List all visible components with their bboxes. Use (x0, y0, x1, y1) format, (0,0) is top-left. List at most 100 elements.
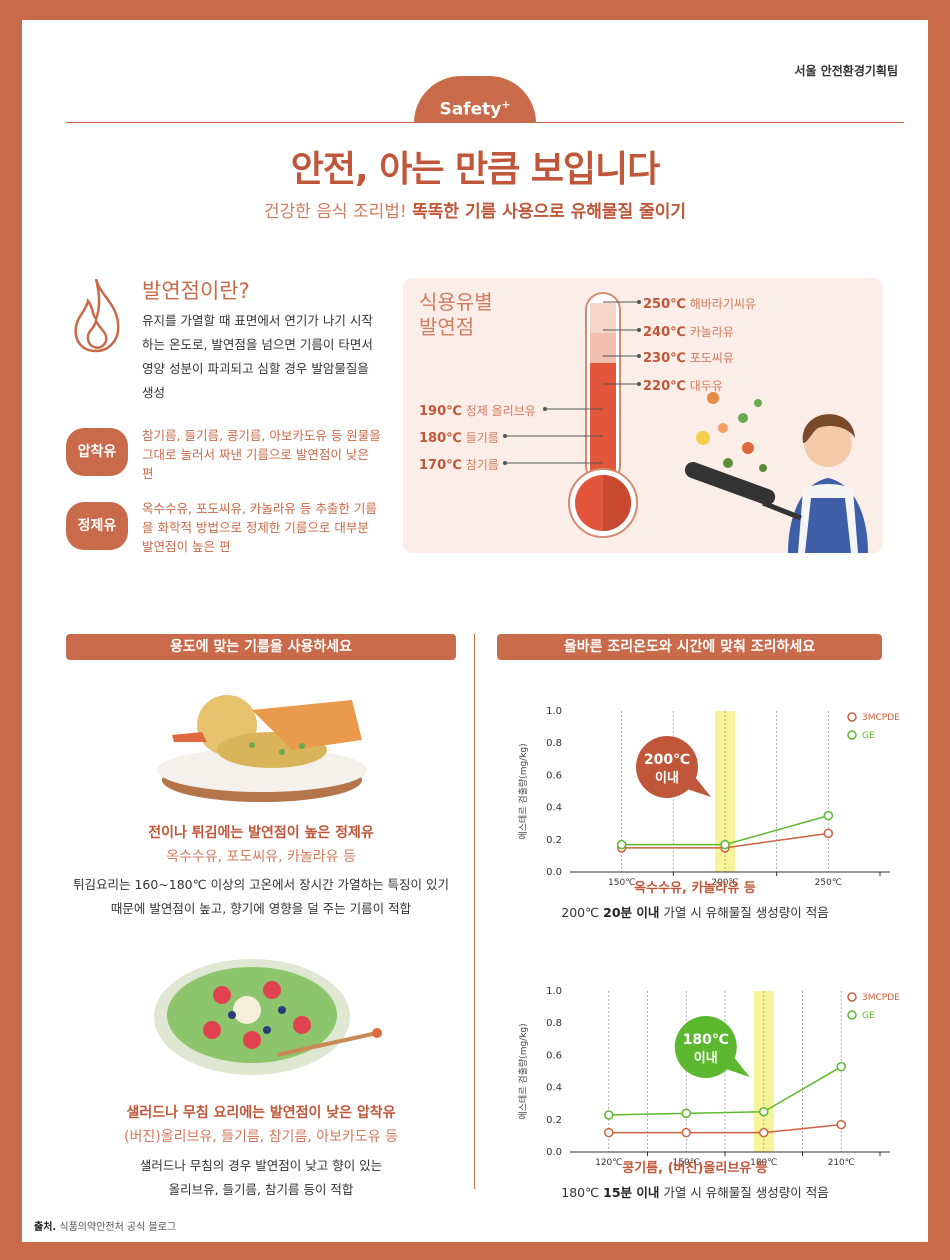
chart-soybean-olive: 에스테르 검출량(mg/kg) 0.0 0.2 0.4 0.6 0.8 1.0 120℃ 150… (517, 986, 900, 1168)
temp-250: 250℃ (643, 297, 686, 312)
x-tick-label: 250℃ (815, 878, 842, 888)
callout-within: 이내 (655, 770, 679, 786)
series-line-3mcpde (608, 1123, 842, 1134)
x-tick-label: 210℃ (828, 1158, 855, 1168)
chart2-desc-a: 180℃ (561, 1185, 604, 1200)
y-axis-label: 에스테르 검출량(mg/kg) (517, 1023, 529, 1119)
pressed-oil-pill: 압착유 (66, 428, 128, 476)
left-section-header: 용도에 맞는 기름을 사용하세요 (66, 634, 456, 660)
oil-230: 포도씨유 (689, 351, 734, 365)
oil-180: 들기름 (465, 431, 499, 445)
data-point-3mcpde (823, 828, 834, 839)
x-tick-label: 150℃ (673, 1158, 700, 1168)
temp-label-250: 250℃ 해바라기씨유 (643, 295, 756, 312)
y-tick-label: 0.8 (546, 1018, 562, 1029)
y-axis-label: 에스테르 검출량(mg/kg) (517, 743, 529, 839)
chart1-desc-c: 가열 시 유해물질 생성량이 적음 (659, 905, 829, 920)
frying-oil-title: 전이나 튀김에는 발연점이 높은 정제유 (148, 825, 374, 841)
smoke-point-title: 발연점이란? (142, 279, 250, 303)
legend-label: 3MCPDE (862, 993, 900, 1003)
legend-marker (847, 992, 857, 1002)
data-point-ge (720, 839, 730, 850)
legend-label: 3MCPDE (862, 713, 900, 723)
fried-food-illustration (157, 695, 367, 802)
page-title: 안전, 아는 만큼 보입니다 (290, 149, 660, 190)
temp-label-170: 170℃ 참기름 (419, 456, 499, 473)
thermometer-title-2: 발연점 (419, 315, 475, 339)
oil-250: 해바라기씨유 (689, 297, 756, 311)
y-tick-label: 1.0 (546, 706, 562, 717)
legend-marker (847, 730, 857, 740)
source-note: 출처. 식품의약안전처 공식 블로그 (34, 1218, 176, 1233)
y-tick-label: 1.0 (546, 986, 562, 997)
data-point-ge (759, 1107, 769, 1117)
data-point-ge (836, 1061, 846, 1072)
safety-badge: Safety+ (414, 76, 536, 123)
data-point-ge (823, 810, 834, 821)
data-point-3mcpde (759, 1127, 769, 1138)
x-tick-label: 150℃ (608, 878, 635, 888)
salad-oil-title: 샐러드나 무침 요리에는 발연점이 낮은 압착유 (126, 1105, 396, 1121)
thermometer-graphic (503, 292, 868, 553)
x-tick-label: 180℃ (750, 1158, 777, 1168)
header-rule (66, 122, 904, 123)
temp-190: 190℃ (419, 404, 462, 419)
data-point-3mcpde (836, 1119, 846, 1130)
oil-170: 참기름 (465, 458, 499, 472)
y-tick-label: 0.0 (546, 1147, 562, 1158)
source-label: 출처. (34, 1222, 57, 1233)
chart-corn-canola: 에스테르 검출량(mg/kg) 0.0 0.2 0.4 0.6 0.8 1.0 150℃ 200… (517, 706, 900, 888)
section-divider (474, 634, 475, 1189)
pressed-oil-text: 참기름, 들기름, 콩기름, 아보카도유 등 원물을 그대로 눌러서 짜낸 기름… (142, 428, 381, 481)
oil-240: 카놀라유 (689, 325, 734, 339)
salad-oil-desc-2: 올리브유, 들기름, 참기름 등이 적합 (168, 1182, 354, 1197)
badge-text: Safety (439, 99, 502, 120)
subtitle-bold: 똑똑한 기름 사용으로 유해물질 줄이기 (412, 202, 687, 222)
salad-oil-examples: (버진)올리브유, 들기름, 참기름, 아보카도유 등 (124, 1129, 398, 1145)
temp-label-220: 220℃ 대두유 (643, 377, 723, 394)
oil-220: 대두유 (689, 379, 723, 393)
chart1-desc-b: 20분 이내 (603, 905, 660, 920)
data-point-3mcpde (681, 1127, 691, 1138)
right-section-header: 올바른 조리온도와 시간에 맞춰 조리하세요 (497, 634, 882, 660)
chef-illustration (684, 392, 868, 553)
temp-180: 180℃ (419, 431, 462, 446)
chart2-desc-c: 가열 시 유해물질 생성량이 적음 (659, 1185, 829, 1200)
data-point-ge (604, 1110, 614, 1120)
data-point-ge (616, 839, 627, 850)
source-text: 식품의약안전처 공식 블로그 (59, 1222, 177, 1233)
callout-bubble (674, 1016, 737, 1078)
temp-220: 220℃ (643, 379, 686, 394)
legend-label: GE (862, 731, 875, 741)
callout-temp: 180℃ (683, 1032, 729, 1048)
frying-oil-examples: 옥수수유, 포도씨유, 카놀라유 등 (166, 849, 356, 865)
series-line-ge (608, 1066, 842, 1116)
y-tick-label: 0.4 (546, 1083, 562, 1094)
callout-temp: 200℃ (644, 752, 690, 768)
callout-within: 이내 (694, 1050, 718, 1066)
temp-label-240: 240℃ 카놀라유 (643, 323, 734, 340)
poster: 서울 안전환경기획팀 Safety+ 안전, 아는 만큼 보입니다 건강한 음식… (22, 20, 928, 1242)
chart2-desc-b: 15분 이내 (603, 1185, 660, 1200)
temp-label-180: 180℃ 들기름 (419, 429, 499, 446)
frying-oil-desc-1: 튀김요리는 160~180℃ 이상의 고온에서 장시간 가열하는 특징이 있기 (72, 877, 450, 892)
salad-oil-desc-1: 샐러드나 무침의 경우 발연점이 낮고 향이 있는 (139, 1158, 383, 1173)
flame-icon (74, 278, 120, 353)
chart1-caption: 옥수수유, 카놀라유 등 (634, 881, 756, 896)
smoke-point-desc: 유지를 가열할 때 표면에서 연기가 나기 시작하는 온도로, 발연점을 넘으면… (142, 313, 373, 400)
subtitle-plain: 건강한 음식 조리법! (263, 202, 413, 222)
legend-label: GE (862, 1011, 875, 1021)
chart2-caption: 콩기름, (버진)올리브유 등 (622, 1161, 768, 1176)
y-tick-label: 0.0 (546, 867, 562, 878)
temp-label-190: 190℃ 정제 올리브유 (419, 402, 536, 419)
thermometer-title: 식용유별 발연점 (419, 290, 493, 340)
y-tick-label: 0.4 (546, 803, 562, 814)
temp-240: 240℃ (643, 325, 686, 340)
chart1-desc: 200℃ 20분 이내 가열 시 유해물질 생성량이 적음 (490, 902, 900, 921)
badge-plus: + (501, 98, 511, 111)
thermometer-panel: 식용유별 발연점 (403, 278, 883, 553)
temp-170: 170℃ (419, 458, 462, 473)
callout-bubble (636, 736, 698, 798)
legend-marker (847, 712, 857, 722)
oil-190: 정제 올리브유 (465, 404, 536, 418)
